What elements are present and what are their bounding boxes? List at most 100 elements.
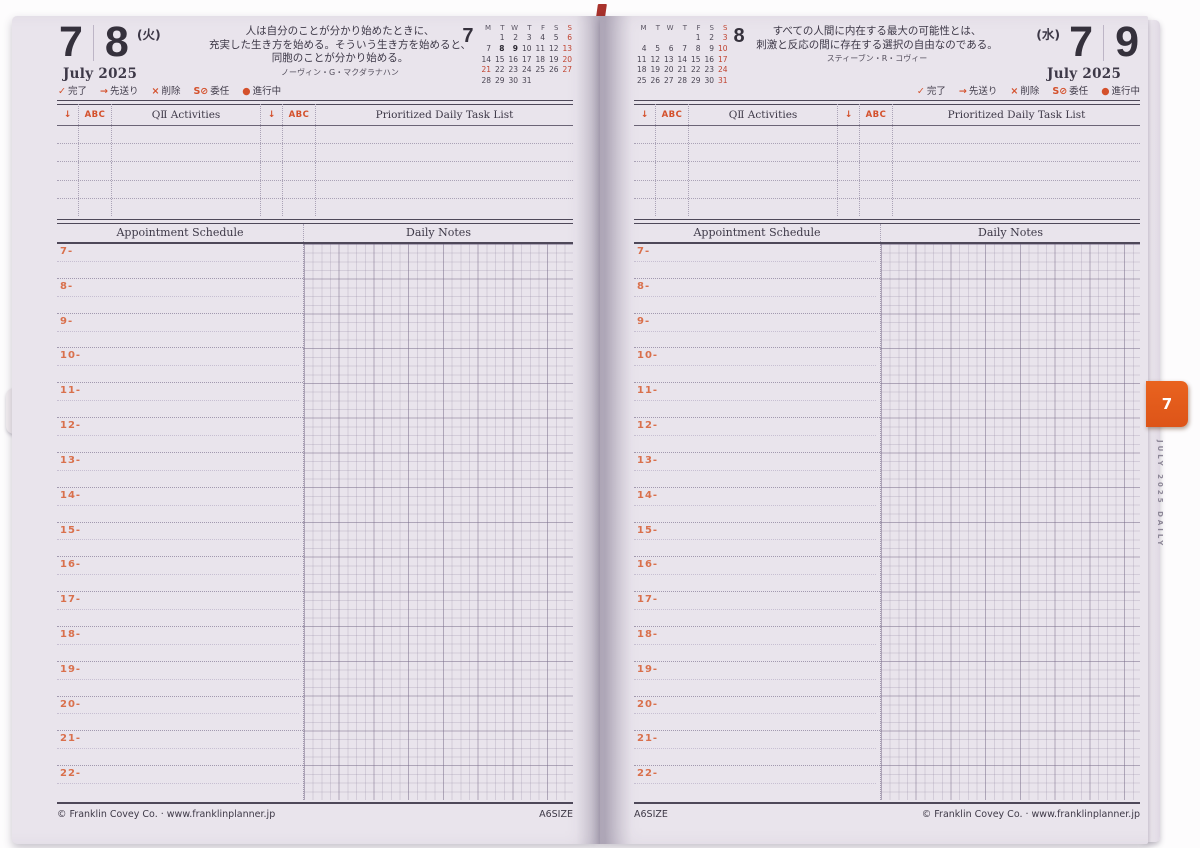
legend-item: 進行中 [252,86,282,97]
hour-label: 10- [637,350,659,362]
legend-item: 削除 [1020,86,1040,97]
hour-row: 17- [57,592,303,627]
quote-author: ノーヴィン・G・マクダラナハン [281,67,399,77]
mini-calendar-day: 18 [535,54,545,64]
mini-calendar-dow: F [696,24,701,32]
mini-calendar-day: 8 [499,43,505,53]
hour-row: 22- [634,766,880,800]
mini-calendar-day [675,33,689,44]
mini-calendar-day: 17 [521,54,532,64]
quote-author: スティーブン・R・コヴィー [826,54,928,63]
mini-calendar-day: 23 [508,65,518,75]
mini-calendar-day: 19 [650,65,660,75]
mini-calendar-day [661,33,675,44]
appointment-column: 7- 8- 9- 10- 11- 12- 13- 14- [57,244,303,800]
hour-row: 20- [634,697,880,732]
daily-notes-header: Daily Notes [978,226,1043,239]
footer-rule [634,802,1140,804]
hour-row: 15- [634,523,880,558]
daily-notes-grid [880,244,1140,800]
quote-line: すべての人間に内在する最大の可能性とは、 [772,25,982,37]
mini-calendar-day: 18 [636,65,647,75]
hour-label: 9- [60,315,74,327]
abc-label: ABC [79,104,112,125]
mini-calendar-day: 14 [677,54,687,64]
hour-label: 21- [637,733,659,745]
task-row [634,144,1140,163]
legend-item: ✓ [58,86,66,97]
date-separator [1103,25,1105,61]
mini-calendar-day: 20 [663,65,674,75]
mini-calendar-day: 28 [677,76,687,86]
task-row [634,198,1140,217]
hour-row: 11- [634,383,880,419]
hour-label: 7- [637,246,651,257]
planner-page-left: 7 8 (火) July 2025 人は自分のことが分かり始めたときに、 充実した… [12,16,600,844]
hour-row: 21- [57,731,303,767]
mini-calendar-month-number: 8 [733,25,745,47]
copyright-text: © Franklin Covey Co. · www.franklinplann… [57,809,276,820]
mini-calendar-day: 13 [562,43,572,53]
page-edge-stack [1144,20,1160,842]
hour-row: 7- [57,244,303,279]
mini-calendar-day: 7 [682,43,687,53]
mini-calendar-dow: W [511,24,518,32]
hour-label: 22- [637,768,659,780]
double-rule [57,219,573,224]
mini-calendar-day: 7 [486,43,491,53]
hour-row: 10- [57,348,303,384]
mini-calendar-day: 1 [499,33,505,42]
activities-header: QⅡ Activities [689,104,838,125]
section-headers: Appointment Schedule Daily Notes [634,224,1140,244]
mini-calendar-day: 31 [521,76,532,86]
month-label: July 2025 [1047,66,1122,82]
mini-calendar-dow: F [540,24,545,32]
hour-row: 8- [57,279,303,314]
legend-item: → [958,86,967,97]
mini-calendar-day: 3 [722,33,728,42]
legend-item: ● [1101,86,1110,97]
hour-row: 14- [57,488,303,523]
task-row [634,126,1140,145]
size-label: A6SIZE [634,809,668,820]
task-row [57,162,573,181]
mini-calendar-day: 15 [494,54,505,64]
month-index-tab: 7 [1146,381,1188,427]
hour-label: 12- [60,420,82,432]
mini-calendar-day [634,33,648,44]
double-rule [634,100,1140,105]
hour-row: 12- [57,418,303,453]
hour-row: 16- [57,557,303,593]
mini-calendar-day: 30 [508,76,518,86]
page-footer: A6SIZE © Franklin Covey Co. · www.frankl… [634,809,1140,820]
hour-label: 11- [637,385,659,397]
mini-calendar-day: 25 [636,76,647,86]
mini-calendar-day: 5 [553,33,559,42]
hour-row: 20- [57,697,303,732]
quote-line: 充実した生き方を始める。そういう生き方を始めると、 [208,38,472,51]
priority-arrow-label: ↓ [838,104,860,125]
month-number: 7 [59,18,83,66]
legend-item: ✓ [916,86,925,97]
mini-calendar-day: 4 [641,43,647,53]
mini-calendar-dow: S [723,24,728,32]
abc-label: ABC [860,104,893,125]
hour-row: 14- [634,488,880,523]
mini-calendar-day: 21 [677,65,687,75]
mini-calendar-dow: W [666,24,674,32]
mini-calendar-day: 2 [513,33,518,42]
date-block: (水) 7 9 July 2025 [1036,21,1139,83]
date-block: 7 8 (火) July 2025 [59,18,161,83]
hour-row: 10- [634,348,880,384]
legend-item: S⊘ [193,86,209,97]
mini-calendar-day: 24 [521,65,532,75]
hour-label: 8- [60,280,74,292]
schedule-area: 7- 8- 9- 10- 11- 12- 13- 14- [57,244,573,800]
mini-calendar-day: 20 [562,54,572,64]
hour-row: 9- [57,314,303,349]
mini-calendar-day: 3 [526,33,532,42]
